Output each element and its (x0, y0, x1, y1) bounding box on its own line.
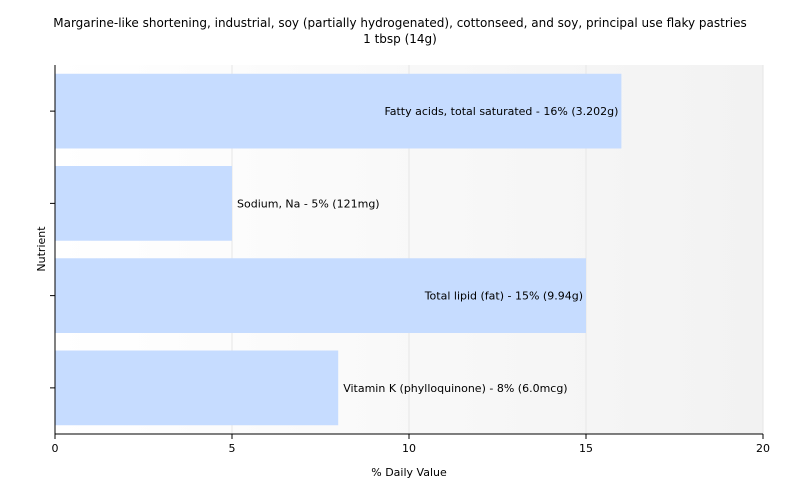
chart-title: Margarine-like shortening, industrial, s… (53, 16, 747, 30)
x-ticks: 0 5 10 15 20 (52, 434, 770, 455)
bar-data-label: Vitamin K (phylloquinone) - 8% (6.0mcg) (343, 382, 567, 395)
bar (55, 166, 232, 241)
bar-data-label: Sodium, Na - 5% (121mg) (237, 197, 380, 210)
x-tick-label: 5 (229, 442, 236, 455)
bar (55, 258, 586, 333)
x-tick-label: 20 (756, 442, 770, 455)
x-tick-label: 15 (579, 442, 593, 455)
x-tick-label: 10 (402, 442, 416, 455)
chart-subtitle: 1 tbsp (14g) (363, 32, 437, 46)
x-axis-label: % Daily Value (371, 466, 447, 479)
y-ticks (50, 110, 55, 389)
chart-title-block: Margarine-like shortening, industrial, s… (0, 15, 800, 47)
bar-data-label: Total lipid (fat) - 15% (9.94g) (424, 290, 583, 303)
bars: Fatty acids, total saturated - 16% (3.20… (55, 73, 622, 426)
y-axis-label: Nutrient (35, 226, 48, 272)
x-tick-label: 0 (52, 442, 59, 455)
bar (55, 350, 339, 426)
bar-data-label: Fatty acids, total saturated - 16% (3.20… (384, 105, 618, 118)
bar (55, 73, 622, 149)
